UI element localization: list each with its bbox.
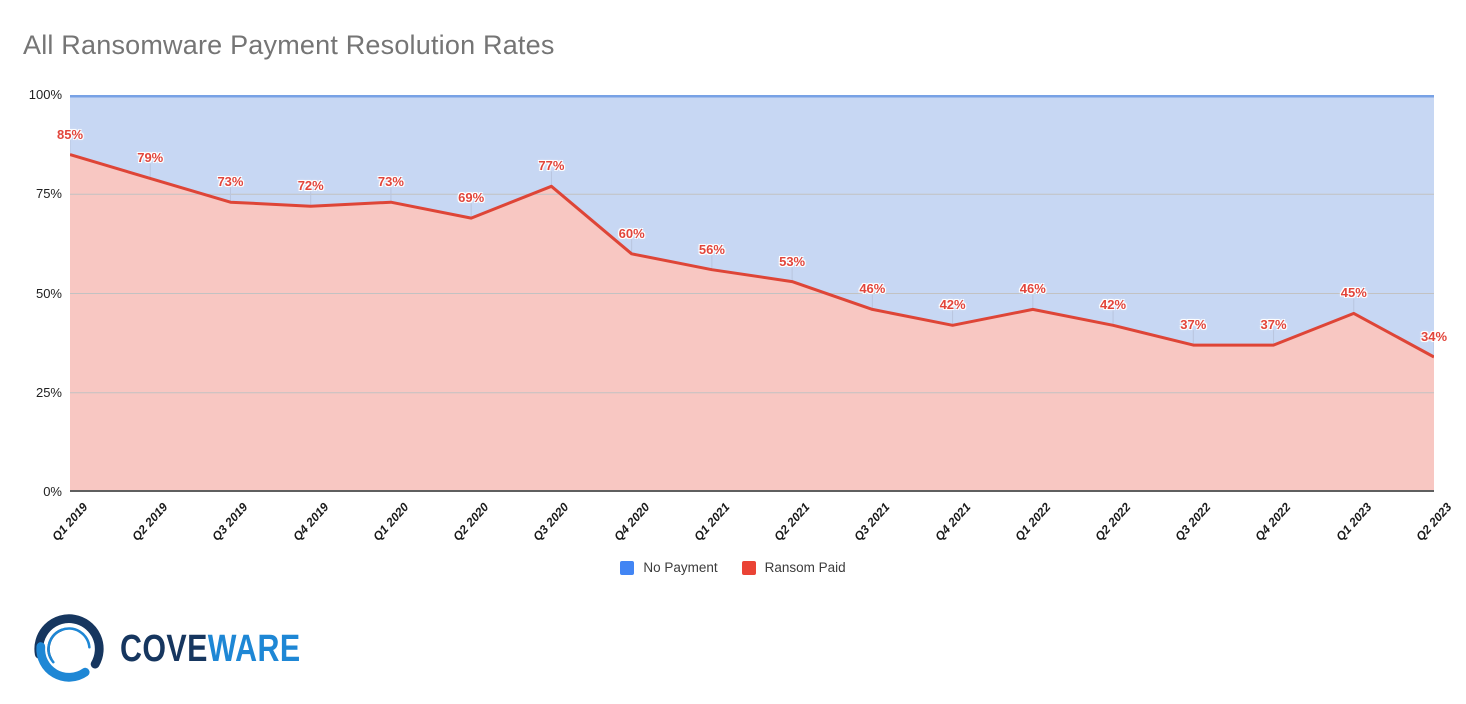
x-axis-tick-label: Q1 2022: [1012, 500, 1054, 544]
legend-label: Ransom Paid: [764, 560, 846, 575]
data-label: 77%: [538, 158, 565, 174]
data-label: 34%: [1420, 329, 1448, 345]
data-label: 37%: [1260, 317, 1287, 333]
x-axis-tick-label: Q3 2022: [1172, 500, 1214, 544]
data-label: 45%: [1340, 285, 1367, 301]
x-axis-tick-label: Q4 2021: [931, 500, 973, 544]
x-axis-tick-label: Q4 2020: [610, 500, 653, 544]
x-axis-tick-label: Q2 2023: [1413, 500, 1455, 544]
data-label: 79%: [137, 150, 164, 166]
x-axis-tick-label: Q1 2021: [691, 500, 733, 544]
x-axis-tick-label: Q4 2022: [1252, 500, 1294, 544]
x-axis-tick-label: Q1 2020: [370, 500, 412, 544]
chart-title: All Ransomware Payment Resolution Rates: [23, 30, 555, 60]
legend-swatch: [741, 560, 756, 575]
y-axis-tick-label: 75%: [35, 186, 62, 202]
legend-label: No Payment: [643, 560, 718, 575]
legend: No Payment Ransom Paid: [0, 560, 1466, 575]
data-label: 73%: [217, 174, 244, 190]
x-axis-tick-label: Q4 2019: [289, 500, 332, 544]
data-label: 60%: [618, 225, 645, 241]
coveware-logo-icon: [34, 614, 104, 682]
data-label: 69%: [458, 190, 485, 206]
data-label: 72%: [297, 178, 324, 194]
x-axis-tick-label: Q3 2019: [209, 500, 251, 544]
coveware-wordmark-ware: WARE: [207, 627, 301, 670]
data-label: 46%: [859, 281, 886, 297]
x-axis-tick-label: Q3 2021: [851, 500, 893, 544]
coveware-wordmark: COVEWARE: [120, 628, 301, 671]
data-label: 42%: [1100, 297, 1127, 313]
legend-item: No Payment: [620, 560, 718, 575]
coveware-wordmark-cove: COVE: [120, 627, 208, 670]
x-axis-tick-label: Q2 2019: [129, 500, 171, 544]
legend-item: Ransom Paid: [741, 560, 846, 575]
y-axis-tick-label: 100%: [28, 87, 62, 102]
x-axis-tick-label: Q1 2019: [49, 500, 91, 544]
legend-swatch: [620, 560, 635, 575]
area-chart-svg: [70, 95, 1434, 492]
ransom-paid-area: [70, 154, 1434, 492]
y-axis-tick-label: 0%: [43, 484, 62, 499]
data-label: 42%: [939, 297, 966, 313]
ransom-paid-line: [70, 153, 1434, 359]
data-label: 53%: [779, 253, 806, 269]
data-label: 37%: [1180, 317, 1207, 333]
x-axis-tick-label: Q3 2020: [530, 500, 572, 544]
y-axis-tick-label: 25%: [35, 384, 62, 400]
x-axis-tick-label: Q2 2021: [771, 500, 813, 544]
data-label: 85%: [56, 126, 84, 142]
data-label: 56%: [698, 241, 725, 257]
data-label: 73%: [377, 174, 404, 190]
data-label: 46%: [1019, 281, 1046, 297]
plot-area: [70, 95, 1434, 492]
x-axis-tick-label: Q2 2022: [1092, 500, 1134, 544]
x-axis-tick-label: Q2 2020: [450, 500, 492, 544]
coveware-logo: COVEWARE: [30, 610, 346, 688]
y-axis-tick-label: 50%: [35, 285, 62, 301]
x-axis-tick-label: Q1 2023: [1332, 500, 1375, 544]
